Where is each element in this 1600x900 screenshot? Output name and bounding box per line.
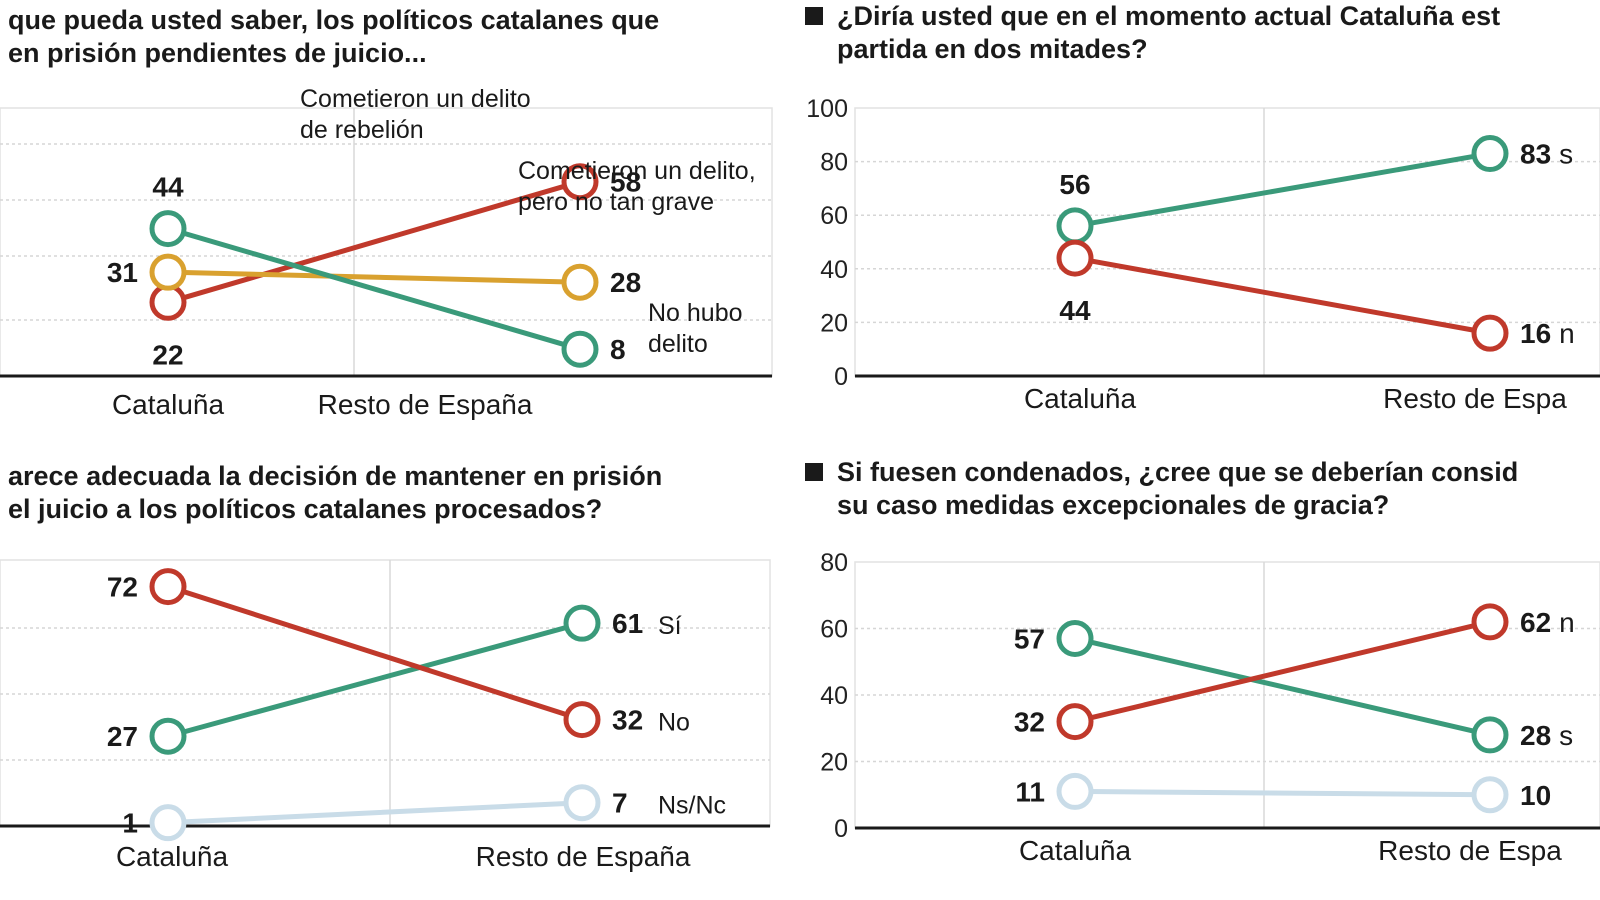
chart-2-title: ¿Diría usted que en el momento actual Ca… — [805, 0, 1500, 66]
series-label: No — [658, 709, 690, 737]
x-tick-label: Resto de Espa — [1378, 835, 1562, 866]
data-point — [149, 804, 187, 842]
x-tick-label: Resto de Espa — [1383, 383, 1567, 414]
series-line — [165, 620, 585, 739]
series-line — [165, 269, 583, 285]
x-tick-label: Cataluña — [112, 389, 225, 420]
data-point — [149, 283, 187, 321]
data-label: 1 — [122, 808, 138, 839]
x-tick-label: Resto de España — [476, 841, 691, 872]
chart-1-title: que pueda usted saber, los políticos cat… — [8, 4, 659, 70]
data-point — [149, 253, 187, 291]
data-point — [1471, 716, 1509, 754]
data-label: 11 — [1015, 776, 1045, 807]
data-point — [563, 604, 601, 642]
chart-1-title-line-1: que pueda usted saber, los políticos cat… — [8, 5, 660, 68]
chart-3: Cataluña Resto de España 27 61 Sí 72 32 No 1 7 Ns/… — [0, 559, 771, 872]
title-marker-square — [805, 463, 823, 481]
title-marker-square — [805, 7, 823, 25]
data-label: 16 n — [1520, 318, 1575, 349]
y-tick-label: 100 — [806, 95, 848, 123]
data-label: 72 — [107, 572, 138, 603]
chart-3-title-text: arece adecuada la decisión de mantener e… — [8, 461, 663, 524]
data-point — [561, 330, 599, 368]
y-tick-label: 0 — [834, 363, 848, 391]
data-label: 8 — [610, 334, 626, 365]
data-label: 28 — [610, 267, 641, 298]
data-label: 22 — [152, 339, 183, 370]
x-tick-label: Cataluña — [1019, 835, 1132, 866]
data-label: 27 — [107, 721, 138, 752]
series-line — [165, 800, 585, 826]
chart-3-title: arece adecuada la decisión de mantener e… — [8, 460, 662, 526]
data-label: 56 — [1059, 169, 1090, 200]
data-label: 7 — [612, 788, 628, 819]
chart-4-title: Si fuesen condenados, ¿cree que se deber… — [805, 456, 1518, 522]
data-point — [1056, 703, 1094, 741]
data-label: 44 — [1059, 295, 1091, 326]
data-label: 32 — [1014, 707, 1045, 738]
data-point — [563, 701, 601, 739]
chart-2: 0 20 40 60 80 100 Cataluña Resto de Espa 56 83 s 44… — [806, 95, 1600, 414]
data-point — [563, 784, 601, 822]
y-tick-label: 40 — [820, 256, 848, 284]
data-point — [1056, 772, 1094, 810]
series-label: Cometieron un delito de rebelión — [300, 85, 531, 144]
data-point — [149, 568, 187, 606]
series-line — [1072, 635, 1493, 738]
series-label: No hubo delito — [648, 299, 743, 358]
data-label: 58 — [610, 167, 641, 198]
series-line — [165, 179, 583, 305]
series-line — [1072, 619, 1493, 725]
chart-2-title-text: ¿Diría usted que en el momento actual Ca… — [837, 1, 1501, 64]
data-point — [561, 163, 599, 201]
y-tick-label: 60 — [820, 616, 848, 644]
series-line — [165, 584, 585, 723]
y-tick-label: 80 — [820, 149, 848, 177]
data-point — [1471, 603, 1509, 641]
y-tick-label: 0 — [834, 815, 848, 843]
data-point — [1471, 776, 1509, 814]
data-label: 57 — [1014, 623, 1045, 654]
data-point — [561, 263, 599, 301]
series-line — [1072, 151, 1493, 229]
series-line — [165, 226, 583, 352]
series-label: Ns/Nc — [658, 792, 726, 820]
data-label: 10 — [1520, 780, 1551, 811]
data-point — [1471, 135, 1509, 173]
data-point — [1056, 207, 1094, 245]
series-line — [1072, 788, 1493, 798]
data-point — [149, 717, 187, 755]
data-label: 83 s — [1520, 139, 1573, 170]
y-tick-label: 60 — [820, 202, 848, 230]
x-tick-label: Cataluña — [1024, 383, 1137, 414]
chart-4-title-text: Si fuesen condenados, ¿cree que se deber… — [837, 457, 1519, 520]
data-label: 61 — [612, 608, 643, 639]
y-tick-label: 40 — [820, 682, 848, 710]
y-tick-label: 80 — [820, 549, 848, 577]
data-label: 32 — [612, 705, 643, 736]
data-label: 62 n — [1520, 607, 1575, 638]
data-point — [149, 210, 187, 248]
series-label: Cometieron un delito, pero no tan grave — [518, 157, 756, 216]
chart-4: 0 20 40 60 80 Cataluña Resto de Espa 57 28 s 32 62 n… — [820, 549, 1600, 866]
series-label: Sí — [658, 612, 682, 640]
x-tick-label: Resto de España — [318, 389, 533, 420]
y-tick-label: 20 — [820, 749, 848, 777]
data-label: 31 — [107, 257, 138, 288]
data-point — [1056, 619, 1094, 657]
data-point — [1471, 314, 1509, 352]
data-label: 44 — [152, 172, 184, 203]
x-tick-label: Cataluña — [116, 841, 229, 872]
y-tick-label: 20 — [820, 309, 848, 337]
series-line — [1072, 255, 1493, 336]
data-point — [1056, 239, 1094, 277]
data-label: 28 s — [1520, 720, 1573, 751]
